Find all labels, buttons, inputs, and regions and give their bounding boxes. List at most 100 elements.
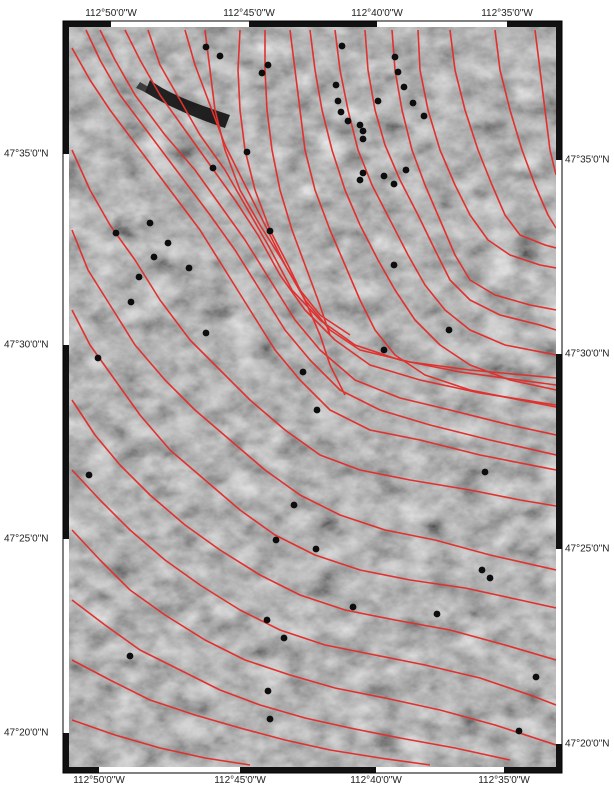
sample-point-marker	[486, 574, 494, 582]
contour-line	[534, 29, 556, 176]
contour-line	[391, 29, 556, 311]
right-lat-label: 47°35'0"N	[565, 154, 610, 166]
sample-point-marker	[164, 239, 172, 247]
sample-point-marker	[280, 634, 288, 642]
sample-point-marker	[409, 99, 417, 107]
sample-point-marker	[359, 135, 367, 143]
sample-point-marker	[380, 172, 388, 180]
contour-line	[71, 659, 431, 766]
map-frame	[62, 20, 563, 774]
contour-line	[264, 30, 331, 336]
sample-point-marker	[94, 354, 102, 362]
sample-point-marker	[127, 298, 135, 306]
sample-point-marker	[481, 468, 489, 476]
top-lon-label: 112°35'0"W	[481, 8, 533, 19]
frame-segment	[63, 21, 111, 27]
sample-point-marker	[356, 121, 364, 129]
contour-line	[364, 29, 556, 331]
contour-line	[449, 29, 556, 249]
contour-line	[71, 469, 556, 706]
left-lat-label: 47°35'0"N	[4, 148, 49, 160]
sample-point-marker	[515, 727, 523, 735]
frame-segment	[63, 733, 69, 773]
top-lon-label: 112°45'0"W	[223, 8, 275, 19]
sample-point-marker	[420, 112, 428, 120]
frame-segment	[556, 160, 562, 354]
satellite-basemap	[69, 27, 556, 767]
left-lat-label: 47°30'0"N	[4, 339, 49, 351]
frame-segment	[556, 549, 562, 744]
contour-line	[99, 29, 556, 436]
sample-point-marker	[264, 61, 272, 69]
sample-point-marker	[135, 273, 143, 281]
sample-point-marker	[445, 326, 453, 334]
top-lon-label: 112°40'0"W	[351, 8, 403, 19]
sample-point-marker	[374, 97, 382, 105]
contour-line	[71, 47, 556, 471]
sample-point-marker	[185, 264, 193, 272]
sample-point-marker	[313, 406, 321, 414]
sample-point-marker	[263, 616, 271, 624]
sample-point-marker	[85, 471, 93, 479]
frame-segment	[556, 354, 562, 549]
frame-segment	[63, 21, 69, 154]
sample-point-marker	[334, 97, 342, 105]
frame-segment	[556, 21, 562, 160]
sample-point-marker	[258, 69, 266, 77]
sample-point-marker	[532, 673, 540, 681]
sample-point-marker	[126, 652, 134, 660]
top-lon-label: 112°50'0"W	[85, 8, 137, 19]
sample-point-marker	[356, 176, 364, 184]
bottom-lon-label: 112°35'0"W	[478, 775, 530, 786]
right-lat-label: 47°25'0"N	[565, 543, 610, 555]
sample-point-marker	[266, 715, 274, 723]
contour-line	[71, 599, 511, 761]
frame-segment	[556, 744, 562, 773]
sample-point-marker	[264, 687, 272, 695]
contour-line	[71, 529, 556, 746]
frame-segment	[63, 154, 69, 345]
sample-point-marker	[402, 166, 410, 174]
sample-point-marker	[390, 261, 398, 269]
sample-point-marker	[216, 52, 224, 60]
sample-point-marker	[202, 329, 210, 337]
contour-line	[71, 149, 556, 507]
sample-point-marker	[400, 83, 408, 91]
right-lat-label: 47°20'0"N	[565, 738, 610, 750]
sample-point-marker	[272, 536, 280, 544]
frame-segment	[249, 21, 377, 27]
contour-line	[494, 29, 556, 229]
contour-line	[71, 309, 556, 609]
sample-point-marker	[112, 229, 120, 237]
contour-line	[309, 29, 556, 391]
point-markers	[85, 42, 540, 735]
sample-point-marker	[478, 566, 486, 574]
contour-line	[124, 29, 556, 406]
sample-point-marker	[312, 545, 320, 553]
frame-segment	[240, 767, 376, 773]
frame-outline	[62, 20, 563, 774]
sample-point-marker	[390, 180, 398, 188]
sample-point-marker	[243, 148, 251, 156]
sample-point-marker	[332, 81, 340, 89]
sample-point-marker	[146, 219, 154, 227]
sample-point-marker	[337, 108, 345, 116]
bottom-lon-label: 112°45'0"W	[214, 775, 266, 786]
sample-point-marker	[391, 53, 399, 61]
sample-point-marker	[299, 368, 307, 376]
frame-segment	[63, 539, 69, 733]
frame-segment	[111, 21, 249, 27]
sample-point-marker	[344, 117, 352, 125]
sample-point-marker	[380, 346, 388, 354]
sample-point-marker	[359, 169, 367, 177]
contour-line	[417, 29, 556, 269]
frame-segment	[63, 767, 99, 773]
sample-point-marker	[359, 127, 367, 135]
sample-point-marker	[433, 610, 441, 618]
frame-segment	[376, 767, 504, 773]
sample-point-marker	[209, 164, 217, 172]
sample-point-marker	[266, 227, 274, 235]
contour-lines	[71, 29, 556, 766]
contour-line	[334, 29, 556, 356]
